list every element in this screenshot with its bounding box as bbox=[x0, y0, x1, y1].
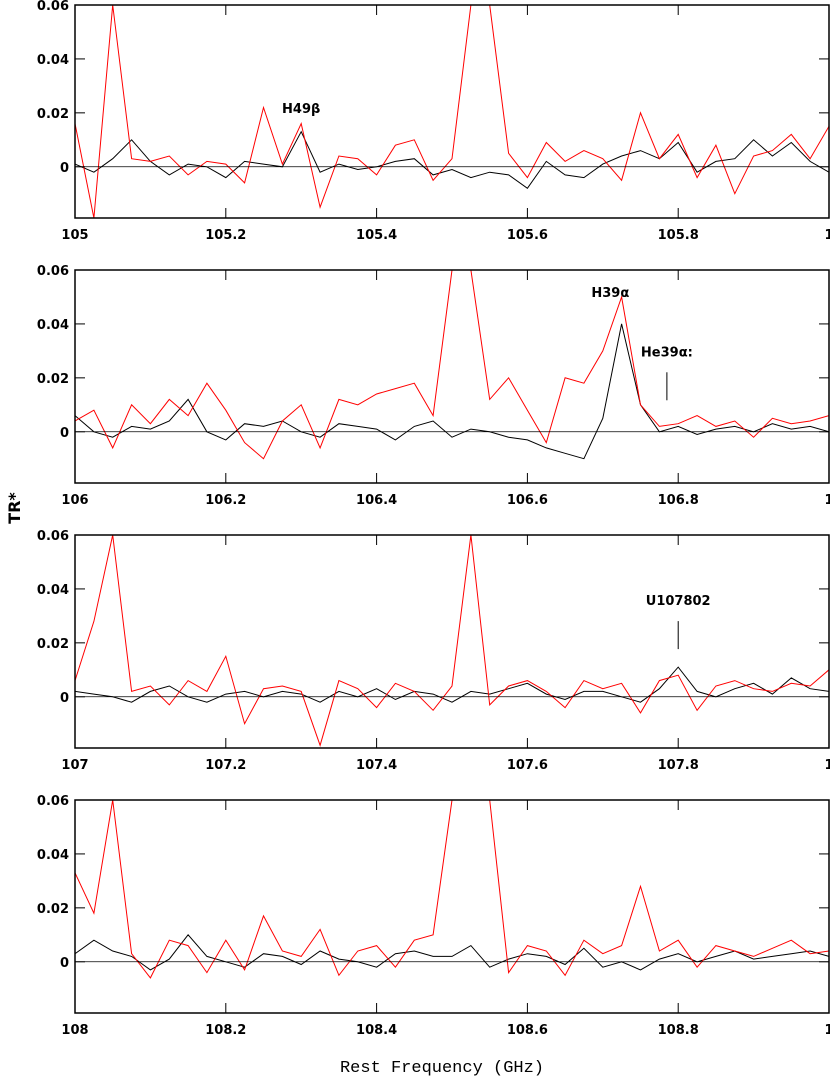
y-tick-label: 0.02 bbox=[37, 902, 69, 917]
x-tick-label: 106 bbox=[61, 493, 88, 508]
x-tick-label: 105.2 bbox=[205, 228, 246, 243]
x-tick-label: 1 bbox=[824, 493, 830, 508]
annotation: H39α bbox=[591, 286, 629, 301]
x-tick-label: 108.2 bbox=[205, 1023, 246, 1038]
plot-frame bbox=[74, 534, 830, 749]
x-tick-label: 108.6 bbox=[507, 1023, 548, 1038]
x-tick-label: 108.8 bbox=[658, 1023, 699, 1038]
y-tick-label: 0.04 bbox=[37, 53, 69, 68]
plot-frame bbox=[74, 799, 830, 1014]
spectrum-line bbox=[75, 934, 829, 971]
x-tick-label: 105 bbox=[61, 228, 88, 243]
annotation: He39α: bbox=[641, 345, 693, 360]
y-tick-label: 0.06 bbox=[37, 0, 69, 14]
x-axis-label: Rest Frequency (GHz) bbox=[340, 1059, 544, 1078]
x-tick-label: 105.8 bbox=[658, 228, 699, 243]
plot-frame bbox=[74, 269, 830, 484]
y-axis-label: TR* bbox=[5, 492, 24, 524]
x-tick-label: 1 bbox=[824, 1023, 830, 1038]
y-tick-label: 0 bbox=[60, 956, 69, 971]
y-tick-label: 0.06 bbox=[37, 794, 69, 809]
y-tick-label: 0.04 bbox=[37, 583, 69, 598]
plot-frame bbox=[74, 4, 830, 219]
x-tick-label: 106.2 bbox=[205, 493, 246, 508]
y-tick-label: 0.02 bbox=[37, 372, 69, 387]
panel bbox=[75, 270, 829, 460]
y-tick-label: 0.04 bbox=[37, 318, 69, 333]
x-tick-label: 1 bbox=[824, 758, 830, 773]
x-tick-label: 105.4 bbox=[356, 228, 397, 243]
y-tick-label: 0 bbox=[60, 161, 69, 176]
y-tick-label: 0.06 bbox=[37, 529, 69, 544]
x-tick-label: 107.6 bbox=[507, 758, 548, 773]
panel bbox=[75, 800, 829, 979]
spectrum-line bbox=[75, 5, 829, 218]
annotation: H49β bbox=[282, 102, 320, 117]
x-tick-label: 106.4 bbox=[356, 493, 397, 508]
y-tick-label: 0 bbox=[60, 426, 69, 441]
y-tick-label: 0.06 bbox=[37, 264, 69, 279]
y-tick-label: 0.02 bbox=[37, 107, 69, 122]
x-tick-label: 108.4 bbox=[356, 1023, 397, 1038]
spectrum-line bbox=[75, 666, 829, 703]
spectrum-line bbox=[75, 130, 829, 189]
x-tick-label: 107.2 bbox=[205, 758, 246, 773]
annotation: U107802 bbox=[646, 594, 711, 609]
x-tick-label: 107.4 bbox=[356, 758, 397, 773]
panel bbox=[75, 535, 829, 747]
y-tick-label: 0.02 bbox=[37, 637, 69, 652]
y-tick-label: 0.04 bbox=[37, 848, 69, 863]
spectrum-line bbox=[75, 535, 829, 747]
x-tick-label: 105.6 bbox=[507, 228, 548, 243]
x-tick-label: 106.8 bbox=[658, 493, 699, 508]
panel bbox=[75, 5, 829, 218]
y-tick-label: 0 bbox=[60, 691, 69, 706]
spectrum-line bbox=[75, 270, 829, 460]
x-tick-label: 107.8 bbox=[658, 758, 699, 773]
spectrum-line bbox=[75, 800, 829, 979]
spectrum-line bbox=[75, 323, 829, 460]
x-tick-label: 108 bbox=[61, 1023, 88, 1038]
x-tick-label: 1 bbox=[824, 228, 830, 243]
x-tick-label: 107 bbox=[61, 758, 88, 773]
x-tick-label: 106.6 bbox=[507, 493, 548, 508]
